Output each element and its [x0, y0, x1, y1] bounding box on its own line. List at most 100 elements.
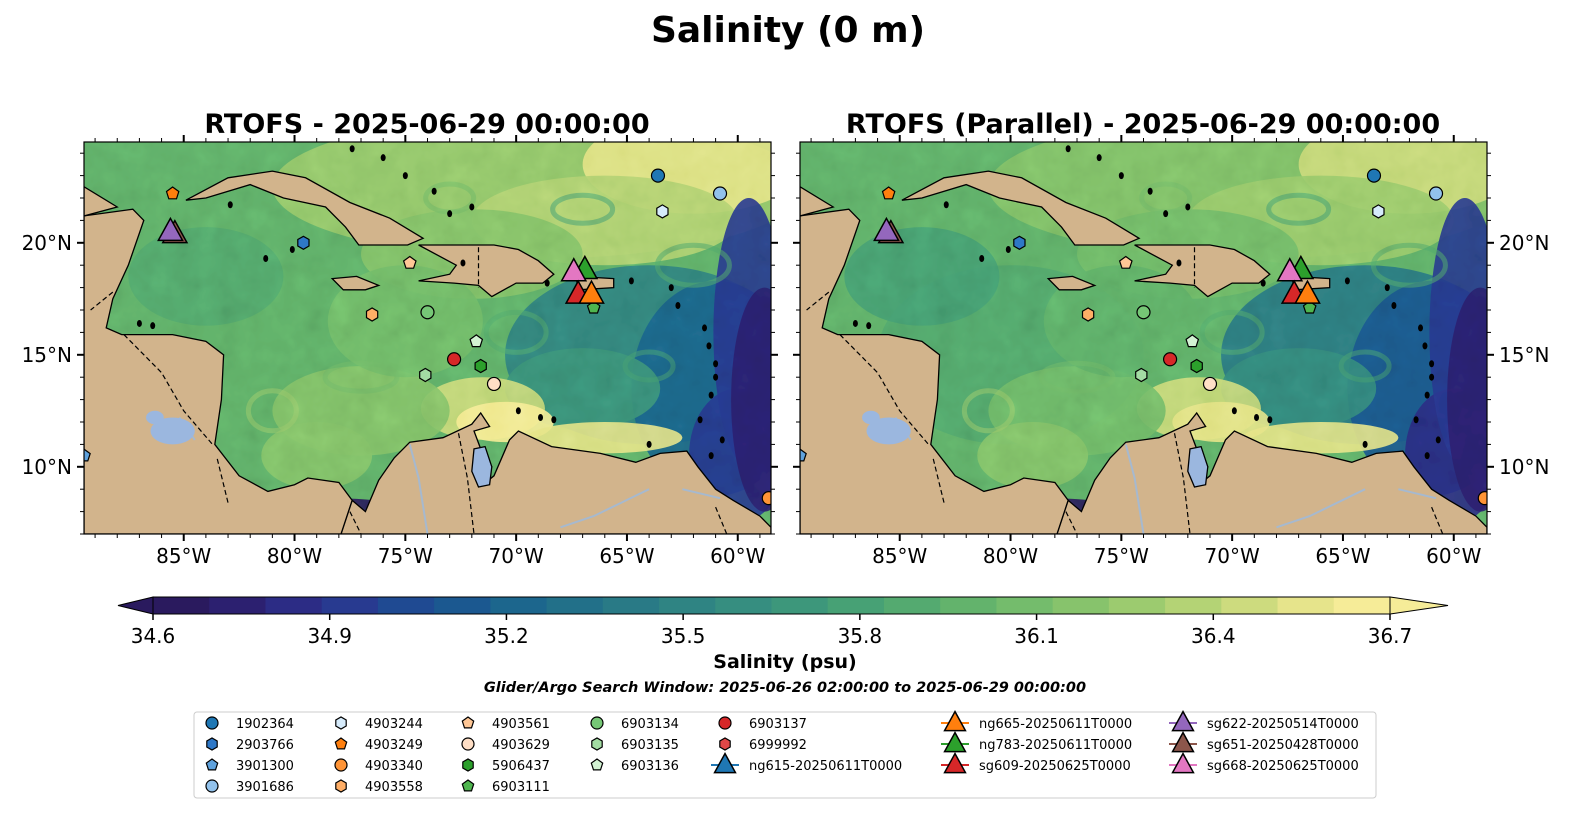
observation-markers-right [800, 168, 1487, 506]
legend-label: 6999992 [749, 738, 807, 753]
lat-label: 15°N [22, 343, 72, 367]
colorbar-swatch [1333, 597, 1391, 614]
colorbar-tick-label: 36.4 [1191, 624, 1236, 648]
marker-6903134 [1136, 305, 1151, 320]
legend-marker-4903558 [335, 779, 347, 793]
colorbar-swatch [377, 597, 435, 614]
legend-label: 5906437 [492, 759, 550, 774]
colorbar-swatch [996, 597, 1054, 614]
legend-marker-5906437 [462, 758, 474, 772]
colorbar-swatch [1277, 597, 1335, 614]
marker-6903136 [469, 334, 484, 348]
marker-6903111 [586, 300, 601, 314]
marker-2903766 [1013, 235, 1026, 250]
marker-4903340 [1477, 491, 1487, 506]
map-axes-left: 85°W 80°W 75°W 70°W 65°W 60°W 10°N 15°N 20°N [22, 135, 778, 568]
land-right [800, 145, 1487, 534]
legend-label: 4903561 [492, 717, 550, 732]
search-window-caption: Glider/Argo Search Window: 2025-06-26 02… [484, 680, 1086, 696]
colorbar-tick-label: 34.6 [131, 624, 176, 648]
suptitle: Salinity (0 m) [651, 10, 925, 51]
marker-3901686 [712, 186, 728, 201]
colorbar-swatch [715, 597, 773, 614]
marker-4903249 [881, 186, 896, 200]
marker-4903558 [1081, 307, 1095, 322]
marker-4903558 [365, 307, 379, 322]
observation-markers-left [84, 168, 771, 506]
lon-label: 60°W [1426, 544, 1481, 568]
lon-label: 70°W [1205, 544, 1260, 568]
legend-label: 3901300 [236, 759, 294, 774]
lat-label: 10°N [1499, 455, 1549, 479]
marker-sg668-20250625T0000 [560, 257, 588, 282]
legend-marker-3901686 [205, 779, 219, 793]
lon-label: 65°W [1315, 544, 1370, 568]
lat-label: 20°N [22, 231, 72, 255]
lon-label: 70°W [489, 544, 544, 568]
marker-4903561 [402, 255, 417, 269]
legend-marker-4903244 [335, 716, 347, 730]
marker-6903137 [1162, 352, 1178, 367]
lon-label: 85°W [872, 544, 927, 568]
lat-label: 10°N [22, 455, 72, 479]
marker-4903340 [761, 491, 771, 506]
marker-4903244 [1372, 204, 1385, 219]
legend-marker-4903629 [461, 737, 475, 751]
legend-label: 6903137 [749, 717, 807, 732]
colorbar-swatch [546, 597, 604, 614]
marker-6903135 [1135, 367, 1148, 383]
marker-5906437 [1190, 358, 1203, 374]
colorbar-swatch [827, 597, 885, 614]
lat-label: 20°N [1499, 231, 1549, 255]
legend-label: 6903136 [621, 759, 679, 774]
legend-marker-6999992 [719, 737, 731, 751]
colorbar-swatch [321, 597, 379, 614]
panel-title-right: RTOFS (Parallel) - 2025-06-29 00:00:00 [846, 109, 1440, 140]
map-panel-right: RTOFS (Parallel) - 2025-06-29 00:00:00 8… [793, 109, 1549, 568]
colorbar-swatch [771, 597, 829, 614]
map-axes-right: 85°W 80°W 75°W 70°W 65°W 60°W 10°N 15°N 20°N [793, 135, 1549, 568]
legend-marker-sg622-20250514T0000 [1171, 710, 1195, 732]
map-panel-left: RTOFS - 2025-06-29 00:00:00 85°W 80°W 75°W… [22, 109, 778, 568]
marker-sg622-20250514T0000 [873, 216, 900, 242]
colorbar-swatch [1165, 597, 1222, 614]
colorbar-label: Salinity (psu) [713, 651, 856, 673]
marker-3901686 [1428, 186, 1444, 201]
legend-marker-ng665-20250611T0000 [943, 710, 967, 732]
legend-label: sg668-20250625T0000 [1207, 759, 1359, 774]
marker-ng665-20250611T0000 [578, 279, 605, 304]
lon-label: 65°W [599, 544, 654, 568]
land-left [84, 145, 771, 534]
legend-label: 4903629 [492, 738, 550, 753]
marker-ng665-20250611T0000 [1294, 279, 1321, 304]
lon-label: 75°W [1094, 544, 1149, 568]
legend-label: 6903111 [492, 780, 550, 795]
marker-sg622-20250514T0000 [157, 216, 184, 242]
marker-3901300 [84, 448, 91, 462]
marker-6903136 [1185, 334, 1200, 348]
legend-label: ng615-20250611T0000 [749, 759, 902, 774]
legend-marker-4903340 [334, 758, 348, 772]
marker-4903244 [656, 204, 669, 219]
marker-3901300 [800, 448, 807, 462]
legend-marker-sg609-20250625T0000 [943, 752, 967, 774]
legend-marker-2903766 [206, 737, 218, 751]
legend-label: 4903340 [365, 759, 423, 774]
colorbar-tick-label: 36.1 [1014, 624, 1059, 648]
colorbar-tick-label: 35.2 [484, 624, 529, 648]
legend-label: ng783-20250611T0000 [979, 738, 1132, 753]
legend-marker-1902364 [205, 716, 219, 730]
marker-6903111 [1302, 300, 1317, 314]
legend-marker-sg668-20250625T0000 [1171, 752, 1195, 774]
legend-marker-6903111 [461, 779, 475, 792]
colorbar-swatch [265, 597, 323, 614]
panel-title-left: RTOFS - 2025-06-29 00:00:00 [204, 109, 649, 140]
colorbar-swatch [153, 597, 210, 614]
marker-4903561 [1118, 255, 1133, 269]
legend-label: ng665-20250611T0000 [979, 717, 1132, 732]
legend-marker-6903136 [590, 758, 604, 771]
marker-2903766 [297, 235, 310, 250]
legend-marker-ng783-20250611T0000 [943, 731, 967, 753]
colorbar-swatch [209, 597, 267, 614]
colorbar-swatch [602, 597, 660, 614]
